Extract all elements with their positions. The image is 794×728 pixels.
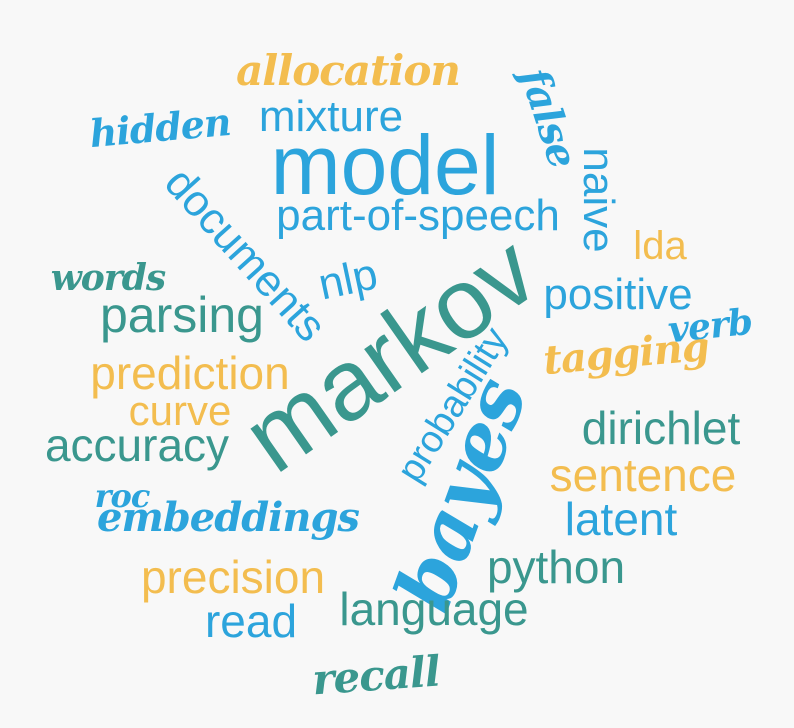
word-latent: latent — [564, 493, 678, 545]
word-model: model — [270, 118, 500, 212]
word-read: read — [204, 595, 298, 647]
word-sentence: sentence — [549, 449, 737, 501]
word-hidden: hidden — [87, 98, 233, 157]
word-precision: precision — [140, 551, 326, 603]
word-false: false — [510, 62, 587, 174]
word-prediction: prediction — [90, 347, 290, 399]
word-naive: naive — [574, 147, 623, 253]
word-recall: recall — [310, 646, 442, 705]
word-allocation: allocation — [236, 46, 461, 95]
word-roc: roc — [94, 477, 151, 515]
word-positive: positive — [543, 270, 693, 319]
word-curve: curve — [128, 387, 232, 434]
word-language: language — [339, 583, 529, 635]
word-parsing: parsing — [100, 287, 264, 343]
word-mixture: mixture — [258, 92, 404, 141]
word-words: words — [50, 257, 166, 299]
word-dirichlet: dirichlet — [581, 402, 741, 454]
word-python: python — [486, 541, 626, 593]
word-tagging: tagging — [541, 322, 711, 385]
word-lda: lda — [633, 224, 687, 268]
word-accuracy: accuracy — [44, 419, 230, 471]
word-embeddings: embeddings — [97, 494, 360, 541]
word-part-of-speech: part-of-speech — [276, 191, 560, 240]
